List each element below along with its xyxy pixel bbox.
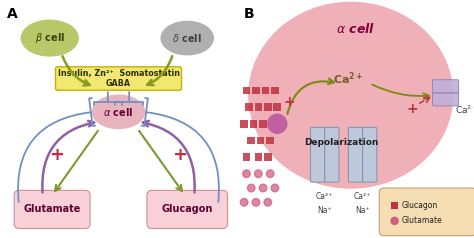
Ellipse shape [266, 170, 274, 178]
FancyBboxPatch shape [147, 190, 228, 228]
Text: $\alpha$ cell: $\alpha$ cell [103, 106, 134, 118]
FancyBboxPatch shape [255, 153, 262, 161]
FancyBboxPatch shape [243, 87, 250, 94]
Text: B: B [244, 7, 255, 21]
FancyBboxPatch shape [245, 103, 253, 111]
FancyBboxPatch shape [240, 120, 248, 128]
Text: Glucagon: Glucagon [401, 201, 438, 210]
FancyBboxPatch shape [264, 153, 272, 161]
FancyBboxPatch shape [325, 127, 339, 182]
Text: +: + [173, 146, 188, 164]
Ellipse shape [252, 198, 260, 206]
FancyBboxPatch shape [391, 202, 398, 209]
FancyBboxPatch shape [348, 127, 363, 182]
FancyBboxPatch shape [255, 103, 262, 111]
FancyBboxPatch shape [243, 153, 250, 161]
Ellipse shape [259, 184, 267, 192]
Ellipse shape [161, 21, 213, 55]
Ellipse shape [240, 198, 248, 206]
FancyBboxPatch shape [266, 137, 274, 144]
Text: +: + [49, 146, 64, 164]
FancyBboxPatch shape [262, 87, 269, 94]
Text: Glutamate: Glutamate [401, 216, 442, 225]
FancyBboxPatch shape [257, 137, 264, 144]
Text: $\delta$ cell: $\delta$ cell [173, 32, 202, 44]
Text: Depolarization: Depolarization [304, 138, 378, 147]
Ellipse shape [92, 95, 145, 129]
Ellipse shape [249, 2, 453, 188]
Ellipse shape [247, 184, 255, 192]
FancyBboxPatch shape [269, 120, 276, 128]
Text: $\mathbf{Ca^{2+}}$: $\mathbf{Ca^{2+}}$ [333, 70, 364, 87]
Ellipse shape [21, 20, 78, 56]
Text: Ca²⁺: Ca²⁺ [316, 192, 333, 201]
FancyBboxPatch shape [379, 188, 474, 236]
Ellipse shape [255, 170, 262, 178]
Text: Insulin, Zn²⁺  Somatostatin
GABA: Insulin, Zn²⁺ Somatostatin GABA [57, 69, 180, 88]
Text: $\alpha$ cell: $\alpha$ cell [336, 22, 375, 35]
FancyBboxPatch shape [271, 87, 279, 94]
FancyBboxPatch shape [432, 93, 459, 106]
Text: Glucagon: Glucagon [162, 204, 213, 214]
FancyBboxPatch shape [273, 103, 281, 111]
Text: Na⁺: Na⁺ [356, 206, 370, 215]
FancyBboxPatch shape [259, 120, 267, 128]
Ellipse shape [268, 114, 287, 133]
FancyBboxPatch shape [14, 190, 90, 228]
FancyBboxPatch shape [250, 120, 257, 128]
FancyBboxPatch shape [264, 103, 272, 111]
Text: Ca²⁺: Ca²⁺ [354, 192, 371, 201]
Text: $\beta$ cell: $\beta$ cell [35, 31, 65, 45]
Text: Na⁺: Na⁺ [318, 206, 332, 215]
Text: Glutamate: Glutamate [23, 204, 81, 214]
Ellipse shape [391, 217, 398, 224]
FancyBboxPatch shape [432, 80, 459, 93]
Text: +: + [283, 95, 295, 109]
Text: A: A [7, 7, 18, 21]
Text: $\mathrm{Ca^{2+}}$: $\mathrm{Ca^{2+}}$ [455, 103, 474, 116]
FancyBboxPatch shape [310, 127, 325, 182]
Ellipse shape [243, 170, 250, 178]
Text: +: + [407, 103, 418, 116]
Ellipse shape [264, 198, 272, 206]
FancyBboxPatch shape [363, 127, 377, 182]
FancyBboxPatch shape [252, 87, 260, 94]
Ellipse shape [271, 184, 279, 192]
FancyBboxPatch shape [247, 137, 255, 144]
